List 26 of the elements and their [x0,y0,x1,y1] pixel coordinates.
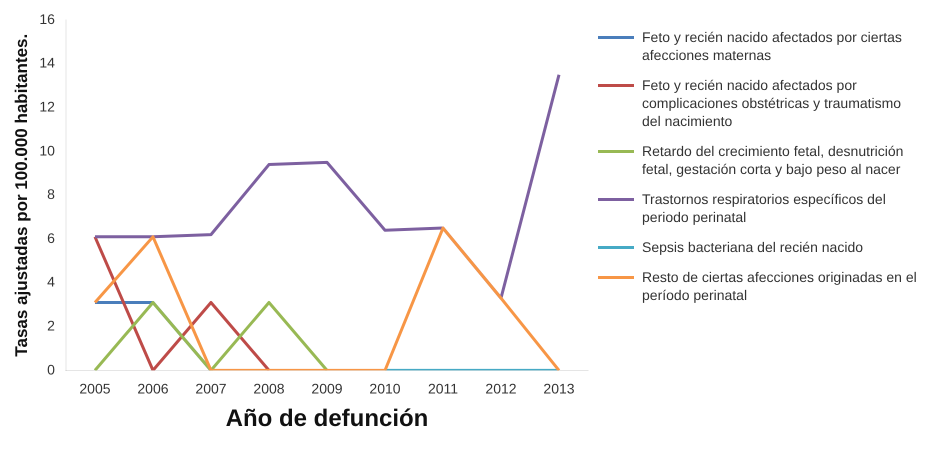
legend-label: Feto y recién nacido afectados por complicaciones obstétricas y traumatismo del nacimiento [642,76,902,130]
y-axis-title: Tasas ajustadas por 100.000 habitantes. [12,34,31,357]
legend-label: Feto y recién nacido afectados por ciertas afecciones maternas [642,28,903,64]
legend-label: Resto de ciertas afecciones originadas en el período perinatal [642,268,918,304]
y-tick-label: 4 [47,274,56,290]
x-axis-title: Año de defunción [226,405,428,432]
y-tick-label: 0 [47,361,56,378]
y-tick-label: 14 [39,54,56,71]
x-tick-label: 2005 [79,380,111,397]
x-tick-label: 2007 [195,380,227,397]
x-tick-label: 2013 [543,380,575,397]
legend-label: Sepsis bacteriana del recién nacido [642,238,864,256]
legend-label: Trastornos respiratorios específicos del periodo perinatal [642,190,887,226]
y-tick-label: 2 [47,317,56,334]
y-tick-label: 16 [39,10,56,27]
x-tick-label: 2008 [253,380,285,397]
x-tick-label: 2011 [428,380,458,397]
legend-label: Retardo del crecimiento fetal, desnutrición fetal, gestación corta y bajo peso al nacer [642,142,904,178]
x-tick-label: 2010 [369,380,401,397]
x-tick-label: 2006 [137,380,169,397]
y-tick-label: 12 [39,98,56,114]
y-tick-label: 10 [39,142,56,158]
x-tick-label: 2012 [485,380,517,397]
y-tick-label: 8 [47,186,56,202]
y-tick-label: 6 [47,230,56,246]
x-tick-label: 2009 [311,380,343,397]
